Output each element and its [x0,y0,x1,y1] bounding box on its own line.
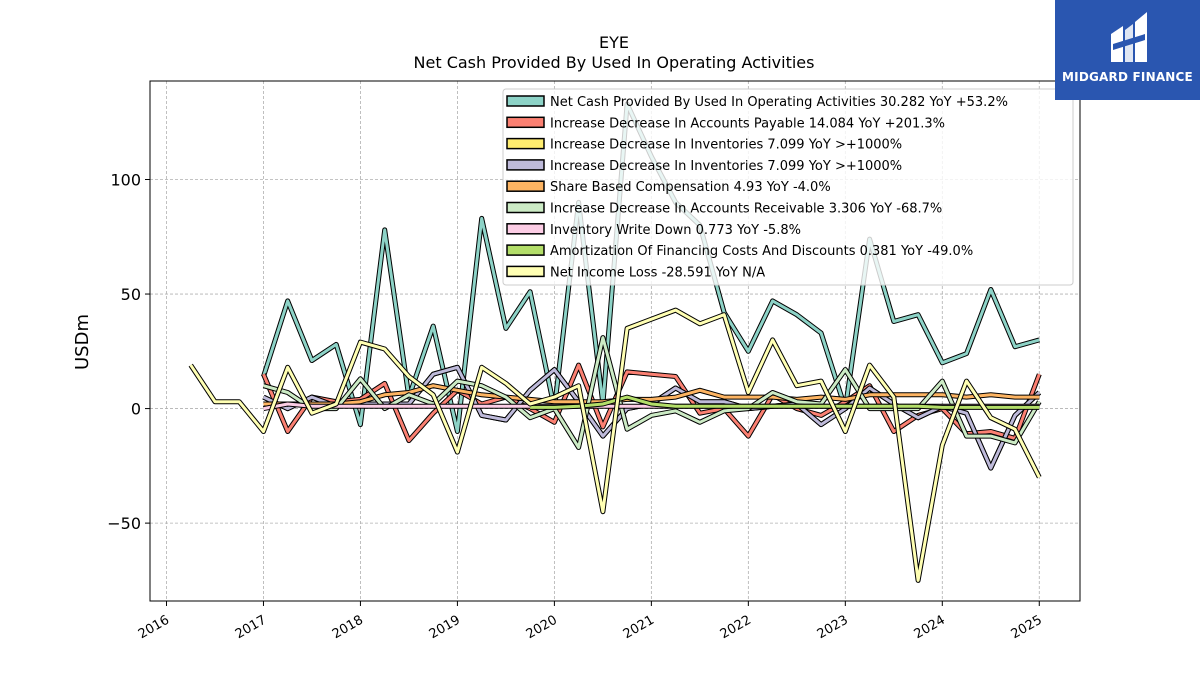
series-line-8 [189,308,1041,582]
brand-logo: MIDGARD FINANCE [1055,0,1200,100]
legend-swatch [506,116,545,129]
x-tick-label: 2017 [233,613,269,643]
legend-swatch [506,180,545,192]
x-tick-label: 2018 [330,613,366,643]
series-line-4 [263,384,1040,406]
x-tick-label: 2025 [1009,613,1045,643]
logo-text: MIDGARD FINANCE [1062,70,1193,84]
plot-frame [149,80,1081,602]
legend-label: Net Income Loss -28.591 YoY N/A [550,265,765,280]
x-tick-label: 2023 [815,613,851,643]
x-tick-label: 2021 [621,613,657,643]
legend-label: Increase Decrease In Inventories 7.099 Y… [550,159,902,174]
legend-swatch [506,201,545,214]
legend-label: Increase Decrease In Inventories 7.099 Y… [550,138,902,153]
x-tick-label: 2019 [427,613,463,643]
midgard-logo-icon [1111,12,1147,62]
y-tick-label: 0 [131,400,141,419]
legend-label: Share Based Compensation 4.93 YoY -4.0% [550,180,831,195]
x-tick-label: 2024 [912,613,948,643]
legend-frame [502,88,1074,286]
legend-swatch [506,244,545,256]
y-tick-label: 100 [110,171,141,190]
legend-swatch [506,159,545,171]
legend-label: Inventory Write Down 0.773 YoY -5.8% [550,223,801,238]
chart-subtitle: Net Cash Provided By Used In Operating A… [414,53,815,72]
legend-label: Increase Decrease In Accounts Payable 14… [550,116,945,131]
y-tick-label: −50 [107,514,141,533]
legend-swatch [506,223,545,235]
x-tick-label: 2022 [718,613,754,643]
legend-label: Net Cash Provided By Used In Operating A… [550,95,1008,110]
legend-label: Increase Decrease In Accounts Receivable… [550,202,942,217]
x-tick-label: 2016 [136,613,172,643]
y-axis-label: USDm [72,314,93,370]
legend-swatch [506,265,545,278]
y-tick-label: 50 [121,285,141,304]
legend-swatch [506,137,545,150]
chart-title: EYE [599,33,629,52]
legend: Net Cash Provided By Used In Operating A… [502,88,1074,286]
legend-label: Amortization Of Financing Costs And Disc… [550,244,973,259]
x-tick-label: 2020 [524,613,560,643]
legend-swatch [506,95,545,107]
